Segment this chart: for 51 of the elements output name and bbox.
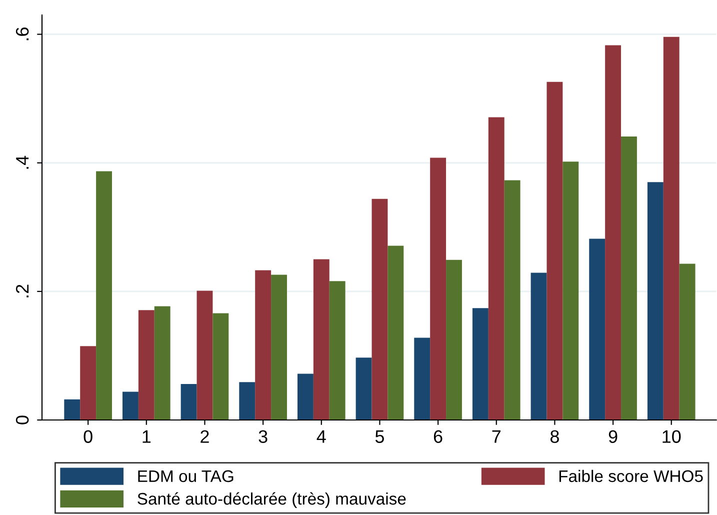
x-tick-label: 7 [492,430,500,443]
bar [414,338,430,420]
x-tick-label: 4 [316,430,326,443]
bar [430,158,446,420]
bar [372,198,388,420]
bar [679,264,696,420]
bar [122,392,138,420]
bar [562,162,579,420]
bar [80,346,96,420]
x-tick-label: 0 [84,430,92,443]
x-tick-label: 5 [375,430,384,443]
bar [138,310,154,420]
bar [329,281,346,420]
bar [504,180,520,420]
x-tick-label: 8 [550,430,559,443]
x-tick-label: 10 [662,430,681,443]
x-tick-label: 3 [258,430,268,443]
x-tick-label: 1 [142,430,151,443]
bar [212,313,229,420]
bar [530,272,547,420]
bar [313,259,330,420]
bar [388,246,404,420]
bar [239,382,256,420]
bar [663,36,680,420]
x-tick-label: 2 [200,430,209,443]
bar [546,82,563,420]
bar [621,136,637,420]
legend-label: Faible score WHO5 [559,470,703,482]
bar [605,45,622,420]
bar [488,117,504,420]
bar [64,399,80,420]
bar [96,171,112,420]
y-tick-label: .4 [16,156,29,169]
y-tick-label: .2 [16,284,29,298]
bar [589,238,606,420]
bar [446,260,462,420]
x-tick-label: 9 [608,430,618,443]
bar [196,290,213,420]
y-tick-label: 0 [16,416,29,424]
bar [255,270,272,420]
bar [647,182,664,420]
bar [356,358,372,420]
bar [472,308,488,420]
y-tick-label: .6 [16,28,29,40]
legend-label: Santé auto-déclarée (très) mauvaise [138,492,406,508]
bar [297,374,314,420]
bar [180,384,197,420]
legend-label: EDM ou TAG [138,470,234,482]
bar [154,306,170,420]
bar [271,274,287,420]
x-tick-label: 6 [434,430,442,443]
